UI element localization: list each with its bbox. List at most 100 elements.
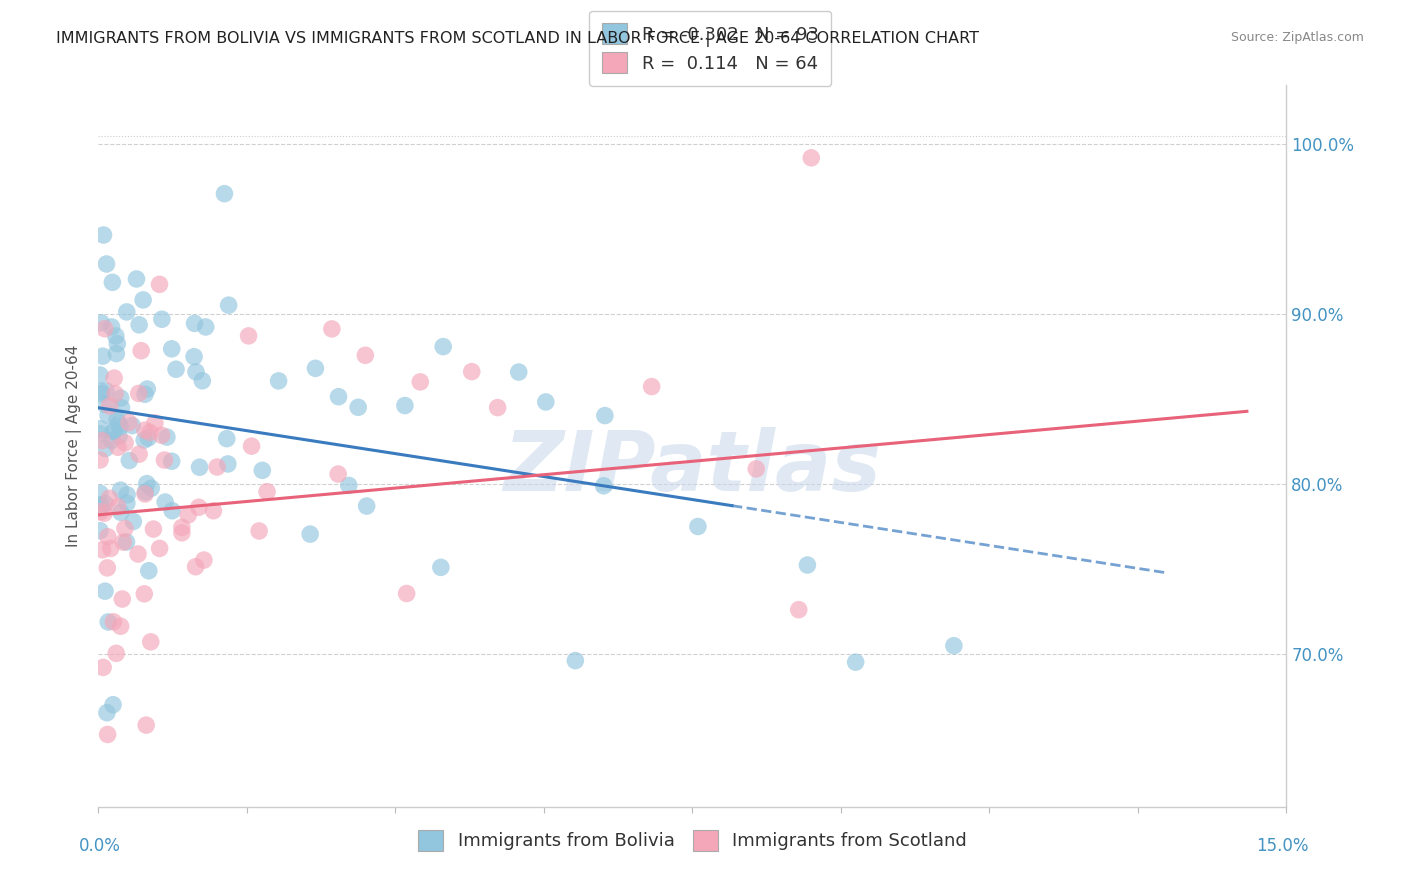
Point [134, 485, 156, 500]
Point [89, 453, 111, 467]
Point [89, 524, 111, 538]
Point [94, 584, 117, 599]
Point [214, 186, 236, 201]
Point [162, 504, 184, 518]
Point [96, 257, 118, 271]
Text: IMMIGRANTS FROM BOLIVIA VS IMMIGRANTS FROM SCOTLAND IN LABOR FORCE | AGE 20-64 C: IMMIGRANTS FROM BOLIVIA VS IMMIGRANTS FR… [56, 31, 979, 47]
Point [91, 434, 114, 448]
Point [93, 227, 115, 242]
Point [135, 718, 157, 732]
Point [115, 305, 138, 319]
Point [150, 312, 173, 326]
Point [845, 655, 868, 669]
Point [89, 486, 111, 500]
Point [97, 409, 120, 423]
Point [486, 401, 509, 415]
Point [247, 524, 270, 538]
Point [110, 619, 132, 633]
Text: 15.0%: 15.0% [1256, 837, 1309, 855]
Point [593, 409, 616, 423]
Point [184, 559, 207, 574]
Point [103, 424, 125, 438]
Point [134, 433, 156, 447]
Point [432, 340, 454, 354]
Point [90, 384, 112, 399]
Point [121, 418, 143, 433]
Point [394, 399, 416, 413]
Point [97, 727, 120, 741]
Point [134, 487, 156, 501]
Point [183, 350, 205, 364]
Point [252, 463, 274, 477]
Point [90, 498, 112, 512]
Point [188, 460, 211, 475]
Point [108, 429, 131, 443]
Point [97, 530, 120, 544]
Point [104, 329, 127, 343]
Point [122, 515, 145, 529]
Point [143, 416, 166, 430]
Point [115, 488, 138, 502]
Point [183, 317, 205, 331]
Point [128, 386, 150, 401]
Point [96, 561, 118, 575]
Point [160, 342, 183, 356]
Point [138, 431, 160, 445]
Point [160, 454, 183, 468]
Point [89, 426, 111, 441]
Point [745, 462, 768, 476]
Point [118, 453, 141, 467]
Point [134, 587, 156, 601]
Point [90, 316, 112, 330]
Text: 0.0%: 0.0% [79, 837, 121, 855]
Point [135, 476, 157, 491]
Point [94, 497, 117, 511]
Point [129, 343, 152, 358]
Point [110, 483, 132, 498]
Point [149, 541, 172, 556]
Point [101, 275, 124, 289]
Point [108, 417, 131, 431]
Point [100, 434, 122, 448]
Point [89, 505, 111, 519]
Text: Source: ZipAtlas.com: Source: ZipAtlas.com [1230, 31, 1364, 45]
Point [101, 698, 124, 712]
Point [93, 397, 115, 411]
Point [127, 547, 149, 561]
Text: ZIPatlas: ZIPatlas [503, 427, 882, 508]
Point [202, 504, 225, 518]
Point [194, 320, 217, 334]
Point [100, 319, 122, 334]
Point [217, 457, 239, 471]
Point [153, 453, 176, 467]
Point [115, 535, 138, 549]
Point [105, 346, 128, 360]
Point [104, 386, 127, 401]
Point [337, 478, 360, 492]
Point [240, 439, 263, 453]
Point [461, 365, 484, 379]
Point [508, 365, 530, 379]
Point [304, 361, 326, 376]
Point [94, 384, 117, 398]
Point [193, 553, 215, 567]
Point [328, 390, 350, 404]
Point [787, 602, 810, 616]
Point [139, 425, 162, 440]
Point [128, 318, 150, 332]
Point [128, 447, 150, 461]
Point [97, 615, 120, 629]
Point [942, 639, 965, 653]
Point [170, 525, 193, 540]
Point [139, 635, 162, 649]
Point [90, 501, 112, 516]
Point [89, 368, 111, 382]
Point [107, 500, 129, 514]
Point [111, 592, 134, 607]
Point [91, 660, 114, 674]
Point [110, 401, 132, 415]
Point [686, 519, 709, 533]
Point [191, 374, 214, 388]
Legend: Immigrants from Bolivia, Immigrants from Scotland: Immigrants from Bolivia, Immigrants from… [409, 821, 976, 860]
Point [165, 362, 187, 376]
